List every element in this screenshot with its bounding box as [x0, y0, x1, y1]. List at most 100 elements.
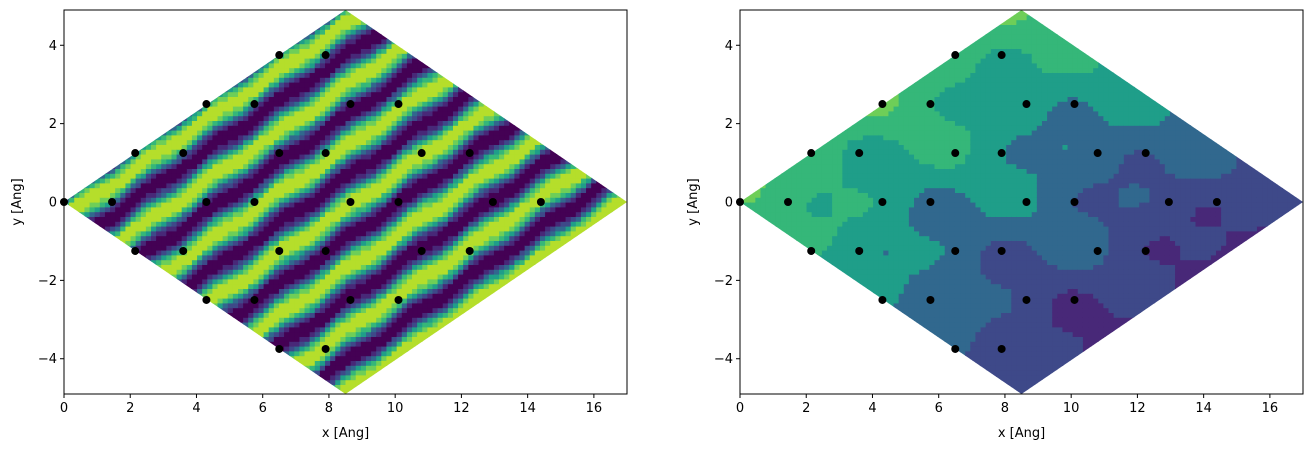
contour-cell [314, 53, 321, 59]
contour-cell [304, 384, 311, 390]
contour-cell [120, 274, 127, 280]
contour-cell [125, 86, 132, 93]
contour-cell [263, 144, 270, 150]
contour-cell [304, 53, 311, 59]
contour-cell [135, 307, 142, 313]
contour-cell [110, 283, 116, 289]
contour-cell [156, 62, 162, 69]
contour-cell [330, 293, 336, 299]
contour-cell [278, 226, 285, 232]
contour-cell [166, 110, 173, 117]
contour-cell [227, 173, 234, 179]
contour-cell [360, 197, 367, 203]
contour-cell [202, 19, 208, 25]
contour-cell [227, 53, 234, 59]
contour-cell [145, 307, 152, 313]
contour-cell [64, 341, 70, 347]
contour-cell [156, 384, 162, 390]
contour-cell [360, 48, 367, 54]
contour-cell [355, 274, 362, 280]
contour-cell [335, 216, 341, 222]
contour-cell [284, 173, 290, 179]
contour-cell [197, 144, 203, 150]
contour-cell [299, 235, 306, 241]
contour-cell [64, 235, 70, 241]
contour-cell [325, 154, 331, 160]
contour-cell [181, 101, 188, 107]
contour-cell [99, 259, 106, 265]
contour-cell [176, 240, 183, 246]
contour-cell [156, 336, 162, 342]
contour-cell [263, 197, 270, 203]
contour-cell [176, 173, 183, 179]
contour-cell [161, 149, 167, 155]
contour-cell [120, 202, 127, 208]
contour-cell [156, 187, 162, 193]
contour-cell [222, 336, 229, 342]
contour-cell [130, 384, 137, 390]
contour-cell [89, 341, 96, 347]
contour-cell [64, 48, 70, 54]
contour-cell [110, 72, 116, 78]
contour-cell [243, 293, 249, 299]
contour-cell [350, 168, 357, 174]
contour-cell [186, 298, 193, 304]
contour-cell [64, 125, 70, 131]
contour-cell [284, 120, 290, 126]
contour-cell [140, 29, 147, 35]
contour-cell [217, 149, 224, 155]
contour-cell [202, 307, 208, 313]
contour-cell [284, 154, 290, 160]
contour-cell [156, 96, 162, 102]
contour-cell [186, 34, 193, 40]
contour-cell [376, 96, 382, 102]
contour-cell [376, 307, 382, 313]
contour-cell [217, 158, 224, 165]
contour-cell [289, 24, 295, 30]
contour-cell [299, 86, 306, 93]
contour-cell [104, 317, 111, 323]
contour-cell [258, 278, 265, 285]
contour-cell [151, 158, 157, 165]
contour-cell [222, 254, 229, 261]
contour-cell [74, 134, 80, 141]
contour-cell [309, 293, 316, 299]
contour-cell [186, 226, 193, 232]
contour-cell [299, 91, 306, 97]
contour-cell [314, 370, 321, 376]
contour-cell [99, 149, 106, 155]
contour-cell [263, 72, 270, 78]
contour-cell [64, 38, 70, 45]
contour-cell [299, 158, 306, 165]
contour-cell [381, 269, 388, 275]
contour-cell [151, 274, 157, 280]
contour-cell [268, 293, 275, 299]
contour-cell [309, 216, 316, 222]
contour-cell [212, 158, 219, 165]
contour-cell [376, 250, 382, 256]
contour-cell [314, 101, 321, 107]
contour-cell [232, 72, 239, 78]
contour-cell [371, 168, 377, 174]
contour-cell [371, 346, 377, 352]
contour-cell [253, 283, 260, 289]
contour-cell [104, 360, 111, 366]
contour-cell [268, 269, 275, 275]
contour-cell [365, 331, 372, 337]
contour-cell [69, 336, 75, 342]
contour-cell [263, 245, 270, 251]
contour-cell [289, 62, 295, 69]
contour-cell [130, 58, 137, 64]
contour-cell [258, 43, 265, 49]
contour-cell [207, 72, 214, 78]
contour-cell [197, 250, 203, 256]
contour-cell [207, 34, 214, 40]
contour-cell [360, 10, 367, 16]
contour-cell [99, 374, 106, 381]
contour-cell [191, 350, 198, 357]
contour-cell [79, 302, 86, 309]
contour-cell [314, 288, 321, 294]
contour-cell [74, 379, 80, 385]
contour-cell [94, 331, 101, 337]
contour-cell [365, 168, 372, 174]
